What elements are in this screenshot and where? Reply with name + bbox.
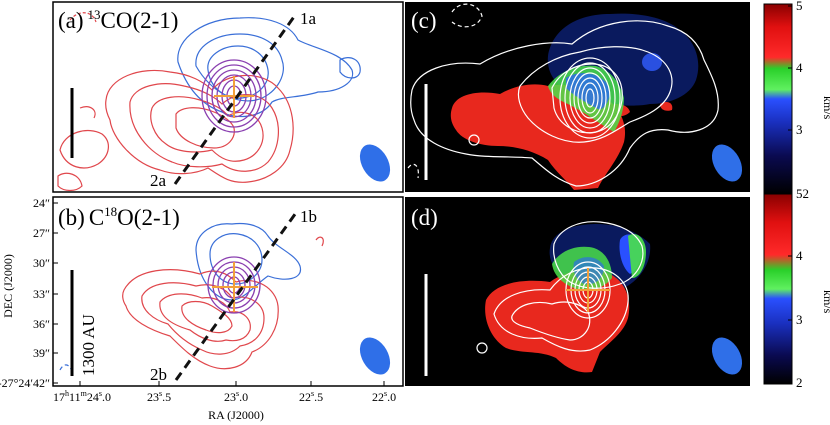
panel-a-cut-bottom-label: 2a	[150, 171, 167, 190]
colorbar-tick-4-bottom: 4	[796, 248, 803, 263]
colorbar-tick-2: 2	[796, 375, 803, 390]
panel-a-cut-top-label: 1a	[300, 9, 317, 28]
panel-d-red-region	[485, 269, 630, 373]
panel-a-cross	[214, 76, 254, 118]
y-axis: 24″ 27″ 30″ 33″ 36″ 39″ -27°24′42″ DEC (…	[0, 196, 58, 390]
colorbar-tick-3-bottom: 3	[796, 312, 803, 327]
panel-a-label: (a) 13CO(2-1)	[58, 7, 178, 33]
colorbar-tick-3-top: 3	[796, 122, 803, 137]
panel-a-red-contours	[57, 12, 294, 192]
colorbar-top	[763, 3, 793, 195]
panel-c-white-contours	[407, 3, 719, 187]
y-tick-36: 36″	[33, 317, 50, 331]
panel-b-cross	[212, 262, 258, 312]
panel-b-red-contours	[122, 236, 324, 370]
panel-c: (c)	[405, 2, 750, 192]
colorbar-bottom	[763, 193, 793, 385]
panel-a: (a) 13CO(2-1) 1a 2a	[52, 1, 404, 193]
y-tick-39: 39″	[33, 346, 50, 360]
y-tick-27: 27″	[33, 226, 50, 240]
panel-a-beam	[359, 144, 391, 182]
panel-b-label: (b) C18O(2-1)	[58, 204, 180, 230]
panel-b-scale-text: 1300 AU	[79, 314, 98, 376]
colorbar-tick-52: 52	[796, 186, 809, 201]
x-tick-24-0: 17h11m24s.0	[53, 389, 111, 404]
panel-b-cut-top-label: 1b	[300, 207, 317, 226]
panel-c-label: (c)	[411, 8, 437, 33]
colorbar-tick-4-top: 4	[796, 60, 803, 75]
x-axis: 17h11m24s.0 23s.5 23s.0 22s.5 22s.0 RA (…	[53, 381, 396, 422]
panel-d-label: (d)	[411, 205, 438, 230]
panel-d-cross	[566, 268, 610, 312]
y-tick-42: -27°24′42″	[0, 376, 50, 390]
panel-b: (b) C18O(2-1) 1b 2b 1300 AU	[52, 196, 404, 387]
x-tick-23-0: 23s.0	[224, 389, 248, 404]
colorbar-unit-bottom: km/s	[821, 290, 830, 314]
panel-d: (d)	[405, 197, 750, 386]
x-tick-23-5: 23s.5	[147, 389, 171, 404]
x-tick-22-0: 22s.0	[372, 389, 396, 404]
x-axis-label: RA (J2000)	[208, 408, 264, 422]
panel-b-cut-line	[174, 209, 300, 381]
panel-d-beam	[711, 337, 743, 375]
y-axis-label: DEC (J2000)	[1, 254, 15, 318]
colorbar-tick-5: 5	[796, 0, 803, 13]
panel-c-beam	[711, 144, 743, 182]
colorbar: 5 4 3 52 4 3 2 km/s km/s	[763, 0, 830, 390]
x-tick-22-5: 22s.5	[299, 389, 323, 404]
panel-c-blue-blob	[642, 53, 662, 71]
panel-a-cut-line	[173, 13, 298, 185]
y-tick-33: 33″	[33, 287, 50, 301]
colorbar-unit-top: km/s	[821, 96, 830, 120]
panel-b-frame	[52, 196, 404, 387]
panel-b-beam	[359, 337, 391, 375]
y-tick-30: 30″	[33, 256, 50, 270]
y-tick-24: 24″	[33, 196, 50, 210]
panel-b-cut-bottom-label: 2b	[150, 365, 167, 384]
